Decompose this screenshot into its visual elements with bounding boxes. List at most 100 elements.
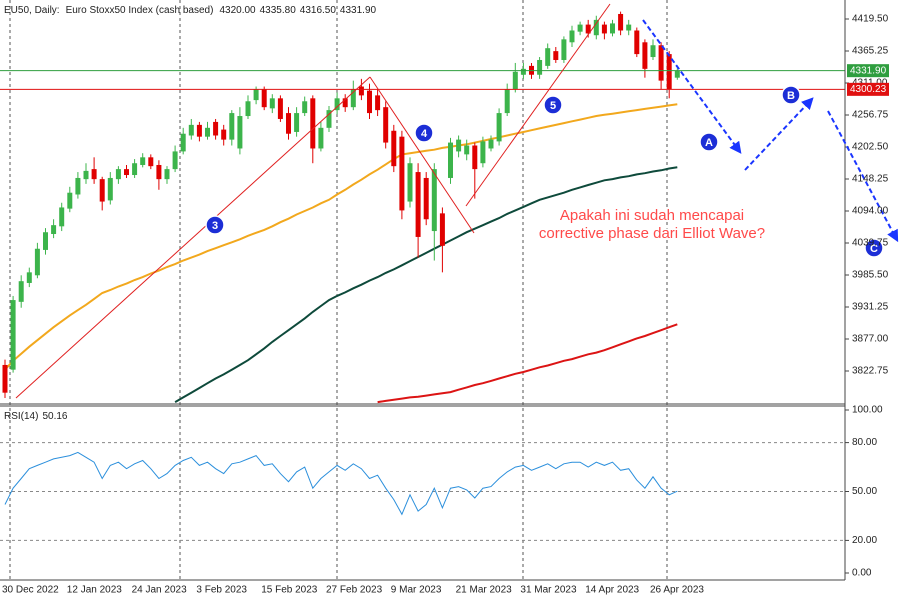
candle-body [520,68,526,75]
price-label: 4300.23 [850,84,887,95]
candle-body [496,113,502,142]
candle-body [67,192,73,209]
wave-text: 5 [550,100,556,112]
candle-body [124,169,129,176]
instrument: Euro Stoxx50 Index (cash based) [66,5,214,16]
wave-text: C [870,243,878,255]
wave-text: 4 [421,128,428,140]
candle-body [261,89,267,108]
candle-body [658,45,664,81]
symbol: EU50, Daily: [4,5,60,16]
y-tick-label: 80.00 [852,437,877,448]
candle-body [456,139,462,152]
wave-arrow [827,110,899,243]
y-tick-label: 100.00 [852,405,883,416]
candle-body [205,127,210,137]
candle-body [75,177,81,195]
wave-label: C [864,238,884,258]
y-tick-label: 4202.50 [852,142,889,153]
frame [0,0,846,581]
price-label: 4331.90 [850,65,887,76]
candle-body [415,172,421,237]
candle-body [237,116,243,149]
candle-body [172,151,178,170]
wave-arrow [744,97,814,171]
rsi-header: RSI(14) 50.16 [4,411,68,422]
candle-body [642,42,648,69]
wave-label: 3 [205,215,225,235]
y-tick-label: 0.00 [852,568,872,579]
trend-line [465,3,611,207]
candle-body [367,90,372,114]
candle-body [512,71,518,90]
candle-body [51,225,57,235]
wave-arrow [642,19,742,154]
y-tick-label: 4256.75 [852,110,889,121]
wave-arrows [642,19,899,243]
y-tick-label: 4094.00 [852,206,889,217]
candle-body [83,170,89,180]
candle-body [164,169,170,180]
y-tick-label: 3877.00 [852,334,889,345]
candle-body [34,248,40,276]
trend-lines [15,3,611,399]
candle-body [286,113,291,134]
candle-body [553,51,559,60]
wave-badge [205,215,225,235]
close-value: 4331.90 [340,5,377,16]
high-value: 4335.80 [260,5,297,16]
moving-average [4,103,678,371]
rsi-last: 50.16 [42,411,67,422]
moving-average [377,323,678,404]
x-tick-label: 15 Feb 2023 [261,585,318,596]
candle-body [326,110,332,128]
candle-body [269,98,275,109]
candle-body [2,364,8,393]
candle-body [383,107,389,143]
y-tick-label: 20.00 [852,535,877,546]
plot-area [0,11,849,574]
wave-badge [699,132,719,152]
candle-body [350,89,356,108]
candle-body [59,207,65,227]
candle-body [472,145,478,170]
candle-body [375,95,381,111]
candle-body [674,70,680,78]
candle-body [188,124,194,136]
candle-body [43,232,48,250]
candle-body [140,157,146,165]
candle-body [245,101,251,117]
candle-body [132,163,138,176]
candle-body [537,59,543,75]
candle-body [334,98,340,111]
candle-body [561,39,567,60]
candle-body [10,300,16,370]
candle-body [91,169,97,180]
candle-body [115,169,121,180]
open-value: 4320.00 [219,5,256,16]
candle-body [423,177,429,220]
candle-body [213,121,219,136]
annotation-text: corrective phase dari Elliot Wave? [539,225,765,242]
y-tick-label: 4039.75 [852,238,889,249]
candle-body [569,30,575,43]
candle-body [391,130,397,167]
chart-header: EU50, Daily: Euro Stoxx50 Index (cash bas… [4,5,377,16]
x-tick-label: 21 Mar 2023 [456,585,513,596]
wave-label: B [781,85,801,105]
candle-body [593,19,599,36]
candle-body [221,129,227,140]
wave-text: A [705,137,713,149]
candle-body [448,142,453,178]
x-tick-label: 24 Jan 2023 [132,585,187,596]
candle-body [634,30,640,55]
candle-body [650,45,656,58]
wave-text: 3 [212,220,218,232]
candle-body [18,281,24,302]
candle-body [180,133,186,152]
candle-body [626,24,632,31]
moving-average [174,166,678,403]
x-tick-label: 26 Apr 2023 [650,585,704,596]
candle-body [618,13,624,31]
